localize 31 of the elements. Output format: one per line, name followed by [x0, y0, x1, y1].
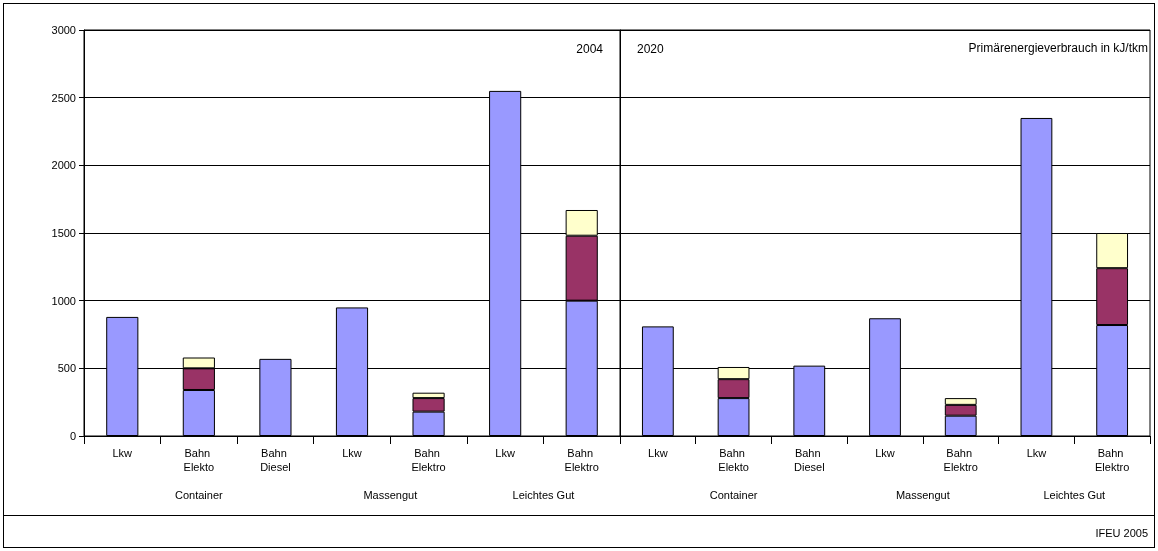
x-tick-label: Bahn Elektro	[564, 447, 599, 473]
y-tick-label: 1500	[51, 227, 76, 239]
x-tick-label: Lkw	[1026, 447, 1047, 459]
x-tick-label: Bahn Elektro	[411, 447, 446, 473]
x-tick-label: Bahn Elekto	[183, 447, 215, 473]
x-tick-label: Bahn Elektro	[1095, 447, 1130, 473]
annotation: Primärenergieverbrauch in kJ/tkm	[968, 41, 1149, 55]
y-tick-label: 1000	[51, 294, 76, 307]
text: Leichtes Gut	[1043, 489, 1106, 501]
text: Massengut	[895, 489, 950, 501]
text: Container	[709, 489, 758, 501]
x-tick-label: Lkw	[342, 447, 362, 459]
text: Massengut	[363, 489, 418, 501]
x-tick-label: Lkw	[112, 447, 133, 459]
x-tick-label: Lkw	[648, 447, 668, 459]
y-tick-label: 2000	[51, 159, 76, 172]
text: 2020	[637, 42, 665, 56]
text: IFEU 2005	[1095, 526, 1149, 539]
y-tick-label: 0	[69, 430, 76, 442]
x-tick-label: Bahn Elekto	[718, 447, 749, 473]
x-tick-label: Bahn Diesel	[794, 447, 825, 473]
y-tick-label: 2500	[51, 91, 76, 104]
x-tick-label: Bahn Elektro	[943, 447, 978, 473]
x-tick-label: Bahn Diesel	[260, 447, 291, 473]
x-tick-label: Lkw	[875, 447, 895, 459]
text: Leichtes Gut	[512, 489, 575, 501]
x-tick-label: Lkw	[495, 447, 515, 459]
y-tick-label: 500	[57, 362, 76, 375]
text: 2004	[576, 42, 604, 56]
y-tick-label: 3000	[51, 24, 76, 36]
text: Container	[175, 489, 224, 501]
